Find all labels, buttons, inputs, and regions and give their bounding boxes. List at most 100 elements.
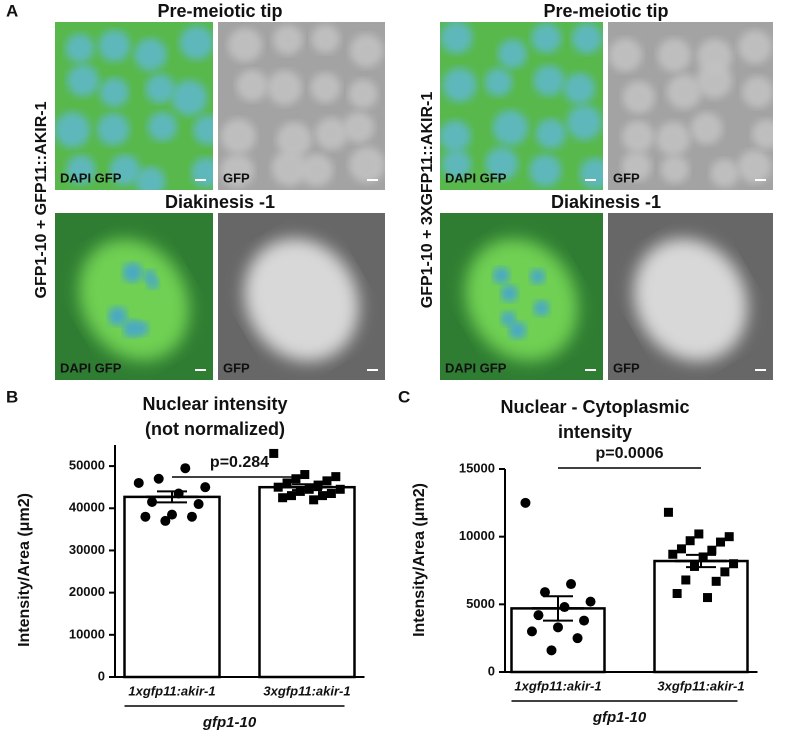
nucleus <box>710 159 739 188</box>
data-point <box>546 645 557 656</box>
nucleus <box>191 157 213 188</box>
bar <box>258 485 356 679</box>
nucleus <box>485 147 519 180</box>
image-label: GFP <box>613 360 640 375</box>
micrograph: DAPI GFP <box>440 22 603 190</box>
oocyte <box>244 238 359 362</box>
data-point <box>689 561 699 571</box>
oocyte <box>465 238 578 362</box>
data-point <box>724 532 734 542</box>
nucleus <box>656 121 691 156</box>
data-point <box>291 474 301 484</box>
data-point <box>140 511 151 522</box>
nucleus <box>145 74 175 104</box>
data-point <box>676 544 686 554</box>
image-label: DAPI GFP <box>445 170 507 185</box>
nucleus <box>441 149 472 180</box>
nucleus <box>608 38 643 72</box>
nucleus <box>236 69 268 102</box>
y-tick-label: 10000 <box>69 626 105 641</box>
y-tick-label: 20000 <box>69 584 105 599</box>
nucleus <box>442 67 477 103</box>
data-point <box>694 529 704 539</box>
data-point <box>703 593 713 603</box>
chromatin <box>529 268 546 285</box>
chart-subtitle: (not normalized) <box>145 419 285 439</box>
data-point <box>278 493 288 503</box>
nucleus <box>440 120 471 152</box>
image-label: DAPI GFP <box>60 360 122 375</box>
image-label: DAPI GFP <box>445 360 507 375</box>
nucleus <box>529 154 562 187</box>
data-point <box>729 559 739 569</box>
data-point <box>200 482 211 493</box>
nucleus <box>171 79 208 116</box>
nucleus <box>563 72 596 105</box>
nucleus <box>535 118 566 149</box>
data-point <box>173 488 184 499</box>
nucleus <box>349 34 384 68</box>
chart-title: Nuclear intensity <box>142 394 287 414</box>
nucleus <box>97 113 130 146</box>
y-tick-label: 0 <box>488 663 495 678</box>
chromatin <box>508 321 527 340</box>
p-value: p=0.0006 <box>595 445 663 462</box>
data-point <box>672 589 682 599</box>
nucleus <box>497 39 527 69</box>
nucleus <box>343 112 375 143</box>
group-label: gfp1-10 <box>202 714 257 731</box>
image-label: GFP <box>223 170 250 185</box>
oocyte <box>78 239 190 361</box>
nucleus <box>272 24 303 55</box>
y-tick-label: 30000 <box>69 542 105 557</box>
chromatin <box>134 321 149 336</box>
data-point <box>160 515 171 526</box>
y-tick-label: 15000 <box>459 460 495 475</box>
error-bar <box>532 595 584 622</box>
nucleus <box>742 76 773 108</box>
nucleus <box>276 122 312 157</box>
side-label: GFP1-10 + 3XGFP11::AKIR-1 <box>419 92 436 309</box>
nucleus <box>657 38 691 72</box>
data-point <box>180 463 191 474</box>
nucleus <box>440 22 473 54</box>
nucleus <box>220 118 256 154</box>
data-point <box>720 567 730 577</box>
y-tick-label: 5000 <box>466 596 495 611</box>
nucleus <box>579 157 603 190</box>
nucleus <box>179 25 213 60</box>
nucleus <box>98 29 131 62</box>
data-point <box>698 552 708 562</box>
chromatin <box>108 306 128 326</box>
chromatin <box>500 284 518 302</box>
nucleus <box>660 155 689 184</box>
x-tick-label: 3xgfp11:akir-1 <box>263 683 350 698</box>
data-point <box>559 602 570 613</box>
data-point <box>167 509 177 520</box>
nucleus <box>310 72 341 103</box>
data-point <box>579 615 590 626</box>
data-point <box>663 507 673 517</box>
micrograph: DAPI GFP <box>55 213 213 380</box>
data-point <box>133 477 144 488</box>
chromatin <box>143 269 156 282</box>
nucleus <box>147 111 178 142</box>
nucleus <box>109 154 141 186</box>
nucleus <box>533 65 565 97</box>
data-point <box>572 633 583 644</box>
nucleus <box>134 38 167 71</box>
micrographs: DAPI GFP GFP DAPI GFP GFP DAPI GFP GFP DAPI GF… <box>55 22 773 380</box>
data-point <box>716 537 726 547</box>
nucleus <box>55 112 91 148</box>
nucleus <box>193 114 213 145</box>
panel-label: B <box>6 387 18 406</box>
image-label: GFP <box>223 360 250 375</box>
row-title: Pre-meiotic tip <box>543 1 668 21</box>
nucleus <box>690 112 723 145</box>
data-point <box>331 472 341 482</box>
chart-title: Nuclear - Cytoplasmic <box>500 397 689 417</box>
y-tick-label: 0 <box>98 668 105 683</box>
data-point <box>539 587 550 598</box>
y-axis-label: Intensity/Area (μm2) <box>16 493 33 647</box>
data-point <box>186 511 197 522</box>
